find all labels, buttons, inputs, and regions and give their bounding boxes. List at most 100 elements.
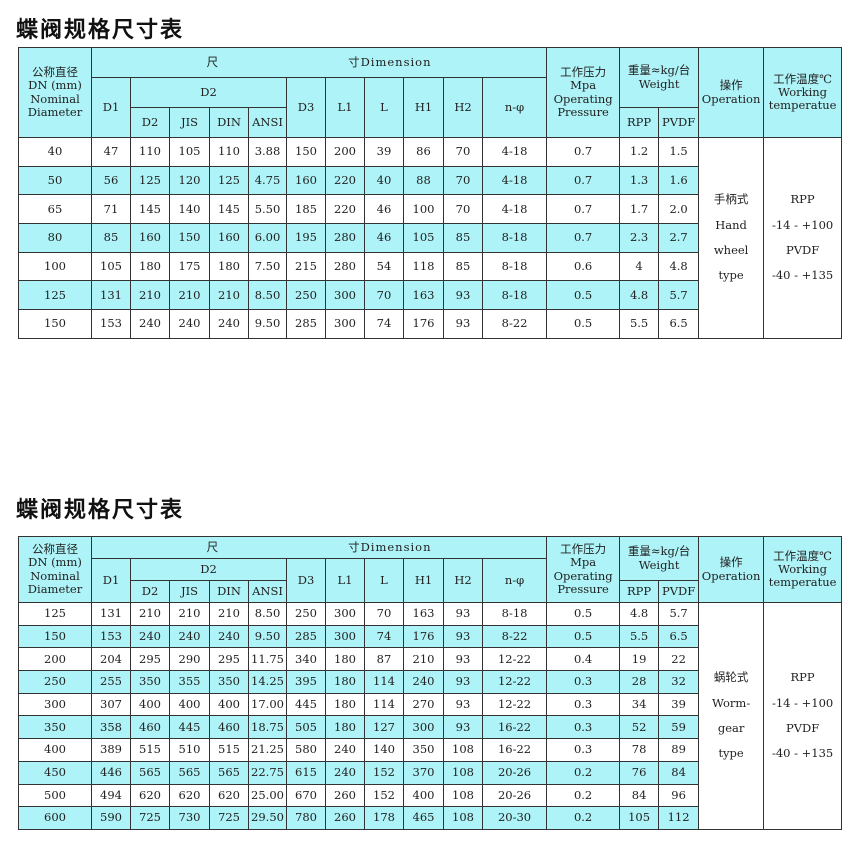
header-l1: L1: [325, 558, 365, 603]
cell-weight-rpp: 1.7: [619, 194, 660, 225]
cell-l: 127: [364, 715, 404, 740]
cell-h2: 70: [443, 165, 483, 196]
cell-h1: 88: [403, 165, 444, 196]
cell-pressure: 0.5: [546, 624, 621, 649]
cell-h1: 176: [403, 624, 444, 649]
cell-n-phi: 8-18: [481, 251, 548, 282]
cell-l: 178: [364, 806, 404, 830]
header-d2-group: D2: [130, 77, 287, 108]
cell-ansi: 21.25: [248, 738, 287, 762]
cell-d3: 215: [286, 251, 326, 282]
cell-ansi: 25.00: [248, 783, 287, 808]
cell-weight-rpp: 84: [619, 783, 660, 808]
header-line: temperatue: [768, 575, 837, 590]
header-line: Working: [778, 561, 828, 576]
header-text: H2: [454, 99, 472, 114]
cell-pressure: 0.3: [546, 692, 621, 717]
header-pvdf: PVDF: [658, 107, 700, 138]
cell-d1: 85: [91, 223, 131, 253]
cell-d1: 307: [91, 692, 131, 717]
cell-n-phi: 20-26: [481, 783, 548, 808]
cell-weight-pvdf: 2.0: [658, 194, 700, 225]
header-line: Weight: [638, 76, 680, 91]
cell-weight-rpp: 1.3: [619, 165, 660, 196]
table-row: 300 307 400 400 400 17.00 445 180 114 270 93 12-22 0…: [18, 692, 842, 717]
temperature-cell: RPP -14 - +100 PVDF -40 - +135: [763, 137, 843, 339]
header-l1: L1: [325, 77, 365, 138]
cell-pressure: 0.3: [546, 715, 621, 740]
cell-ansi: 17.00: [248, 692, 287, 717]
cell-l1: 260: [325, 806, 365, 830]
cell-dn: 40: [18, 137, 92, 167]
cell-din: 145: [209, 194, 249, 225]
cell-d2: 210: [130, 280, 170, 311]
cell-weight-rpp: 2.3: [619, 223, 660, 253]
header-line: Hand: [715, 217, 747, 232]
header-line: Nominal: [30, 568, 80, 583]
cell-n-phi: 8-22: [481, 309, 548, 339]
cell-n-phi: 12-22: [481, 670, 548, 694]
cell-weight-pvdf: 4.8: [658, 251, 700, 282]
cell-din: 240: [209, 309, 249, 339]
cell-h2: 108: [443, 760, 483, 785]
header-line: Working: [778, 84, 828, 99]
cell-d3: 445: [286, 692, 326, 717]
cell-l: 114: [364, 670, 404, 694]
cell-ansi: 9.50: [248, 309, 287, 339]
cell-h1: 176: [403, 309, 444, 339]
table-row: 50 56 125 120 125 4.75 160 220 40 88 70 4-18 0.7 1.3 1…: [18, 165, 842, 196]
cell-n-phi: 4-18: [481, 165, 548, 196]
header-text: n-φ: [504, 99, 525, 114]
cell-din: 460: [209, 715, 249, 740]
cell-ansi: 6.00: [248, 223, 287, 253]
cell-d1: 255: [91, 670, 131, 694]
header-text: ANSI: [252, 583, 283, 598]
header-text: 尺: [206, 54, 219, 69]
cell-l: 114: [364, 692, 404, 717]
header-line: 工作温度℃: [773, 71, 833, 86]
cell-pressure: 0.2: [546, 760, 621, 785]
header-dn: 公称直径 DN (mm) Nominal Diameter: [18, 47, 92, 138]
cell-dn: 500: [18, 783, 92, 808]
header-jis: JIS: [169, 580, 210, 603]
cell-jis: 730: [169, 806, 210, 830]
header-line: Worm-: [711, 695, 751, 710]
cell-l: 54: [364, 251, 404, 282]
cell-l1: 240: [325, 738, 365, 762]
cell-din: 180: [209, 251, 249, 282]
header-weight: 重量≈kg/台 Weight: [619, 47, 700, 108]
cell-dn: 100: [18, 251, 92, 282]
cell-d3: 195: [286, 223, 326, 253]
header-dimension: 尺 寸Dimension: [90, 536, 548, 559]
cell-pressure: 0.5: [546, 602, 621, 626]
cell-weight-rpp: 5.5: [619, 624, 660, 649]
header-text: 寸Dimension: [348, 54, 432, 69]
header-d2: D2: [130, 580, 170, 603]
cell-din: 400: [209, 692, 249, 717]
header-dn: 公称直径 DN (mm) Nominal Diameter: [18, 536, 92, 603]
temperature-cell: RPP -14 - +100 PVDF -40 - +135: [763, 602, 843, 830]
cell-d1: 71: [91, 194, 131, 225]
cell-d2: 240: [130, 309, 170, 339]
header-text: H1: [414, 572, 433, 587]
cell-d3: 160: [286, 165, 326, 196]
cell-dn: 80: [18, 223, 92, 253]
header-line: Operation: [701, 568, 761, 583]
header-rpp: RPP: [619, 107, 660, 138]
header-rpp: RPP: [619, 580, 660, 603]
header-l: L: [364, 558, 404, 603]
header-line: -40 - +135: [771, 268, 834, 283]
cell-d2: 210: [130, 602, 170, 626]
cell-n-phi: 4-18: [481, 137, 548, 167]
header-line: 手柄式: [713, 192, 749, 207]
cell-weight-rpp: 52: [619, 715, 660, 740]
cell-d2: 125: [130, 165, 170, 196]
header-temperature: 工作温度℃ Working temperatue: [763, 47, 843, 138]
header-h1: H1: [403, 558, 444, 603]
cell-weight-rpp: 28: [619, 670, 660, 694]
operation-cell: 蜗轮式 Worm-gear type: [698, 602, 765, 830]
cell-l1: 300: [325, 309, 365, 339]
header-jis: JIS: [169, 107, 210, 138]
header-text: D3: [297, 99, 315, 114]
cell-pressure: 0.2: [546, 783, 621, 808]
